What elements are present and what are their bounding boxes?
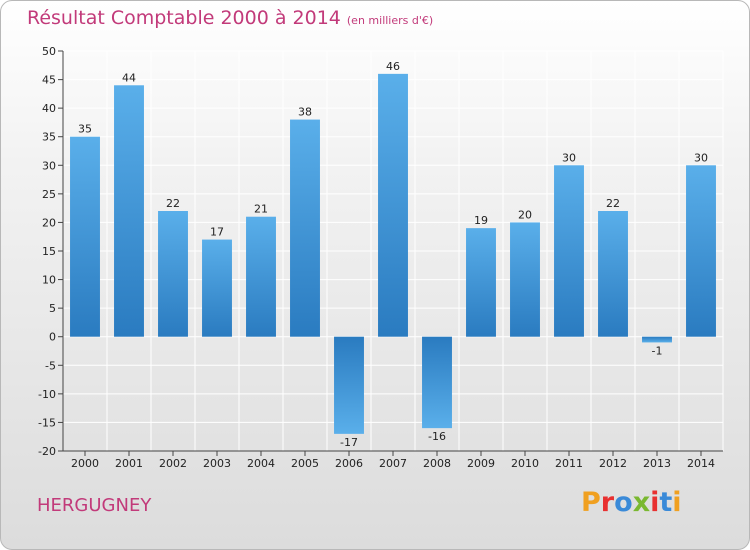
bar (554, 165, 584, 337)
x-tick-label: 2003 (203, 457, 231, 470)
bar (246, 216, 276, 337)
y-tick-label: -20 (38, 445, 56, 458)
y-tick-label: 30 (42, 159, 56, 172)
data-label: 22 (166, 197, 180, 210)
data-label: 38 (298, 106, 312, 119)
bar (70, 136, 100, 337)
x-tick-label: 2002 (159, 457, 187, 470)
bar (422, 336, 452, 429)
x-tick-label: 2005 (291, 457, 319, 470)
bar (334, 336, 364, 434)
data-label: -17 (340, 436, 358, 449)
y-tick-label: 50 (42, 45, 56, 58)
x-tick-label: 2014 (687, 457, 715, 470)
x-tick-label: 2004 (247, 457, 275, 470)
x-tick-label: 2000 (71, 457, 99, 470)
y-tick-label: -15 (38, 416, 56, 429)
commune-name: HERGUGNEY (37, 495, 152, 516)
x-tick-label: 2001 (115, 457, 143, 470)
y-tick-label: 0 (49, 331, 56, 344)
logo-letter: i (672, 487, 682, 518)
y-tick-label: -10 (38, 388, 56, 401)
bar (290, 119, 320, 337)
x-tick-label: 2006 (335, 457, 363, 470)
data-label: -1 (652, 344, 663, 357)
x-tick-label: 2008 (423, 457, 451, 470)
data-label: 44 (122, 71, 136, 84)
bar (686, 165, 716, 337)
x-tick-label: 2012 (599, 457, 627, 470)
logo-letter: i (650, 487, 660, 518)
x-tick-label: 2010 (511, 457, 539, 470)
bar (642, 336, 672, 343)
logo-letter: P (581, 487, 601, 518)
data-label: 17 (210, 226, 224, 239)
y-tick-label: -5 (45, 359, 56, 372)
chart-title: Résultat Comptable 2000 à 2014 (en millie… (27, 7, 433, 29)
bar (202, 239, 232, 337)
chart-subtitle: (en milliers d'€) (346, 14, 434, 27)
x-tick-label: 2007 (379, 457, 407, 470)
y-tick-label: 20 (42, 216, 56, 229)
y-tick-label: 10 (42, 274, 56, 287)
bar (158, 211, 188, 337)
x-tick-label: 2013 (643, 457, 671, 470)
logo-letter: r (600, 487, 615, 518)
y-tick-label: 25 (42, 188, 56, 201)
proxiti-logo[interactable]: Proxiti (581, 487, 682, 518)
y-tick-label: 40 (42, 102, 56, 115)
logo-letter: o (614, 487, 633, 518)
bar (378, 73, 408, 337)
bar (466, 228, 496, 337)
bar (598, 211, 628, 337)
y-tick-label: 5 (49, 302, 56, 315)
data-label: 19 (474, 214, 488, 227)
y-tick-label: 15 (42, 245, 56, 258)
logo-letter: x (632, 487, 651, 518)
x-tick-label: 2011 (555, 457, 583, 470)
data-label: -16 (428, 430, 446, 443)
bar (510, 222, 540, 337)
chart-title-text: Résultat Comptable 2000 à 2014 (27, 7, 341, 29)
data-label: 35 (78, 123, 92, 136)
bar (114, 85, 144, 337)
logo-letter: t (659, 487, 673, 518)
data-label: 22 (606, 197, 620, 210)
data-label: 30 (694, 151, 708, 164)
data-label: 21 (254, 203, 268, 216)
x-tick-label: 2009 (467, 457, 495, 470)
data-label: 46 (386, 60, 400, 73)
data-label: 30 (562, 151, 576, 164)
y-tick-label: 35 (42, 131, 56, 144)
y-tick-label: 45 (42, 74, 56, 87)
data-label: 20 (518, 208, 532, 221)
